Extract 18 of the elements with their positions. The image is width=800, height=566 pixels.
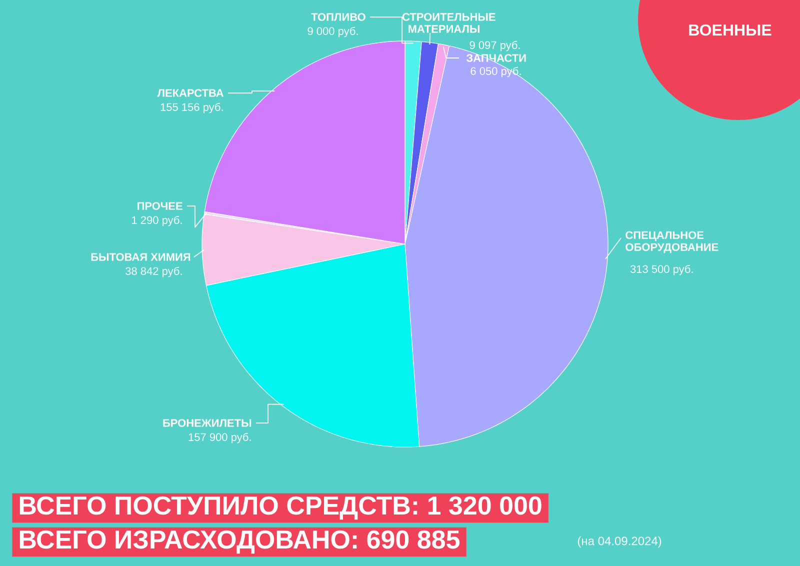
data-label: 157 900 руб. [188,432,251,444]
slice-label: ПРОЧЕЕ [137,202,182,210]
slice-label: ЛЕКАРСТВА [157,89,224,97]
slice-label: СПЕЦАЛЬНОЕ ОБОРУДОВАНИЕ [626,231,718,254]
data-label: 9 097 руб. [470,40,520,52]
slice-label: СТРОИТЕЛЬНЫЕ МАТЕРИАЛЫ [402,13,496,33]
data-label: 155 156 руб. [160,102,223,114]
data-label: 313 500 руб. [630,264,693,276]
data-label: 1 290 руб. [132,216,182,226]
data-label: 9 000 руб. [308,26,358,38]
text: ВСЕГО ИЗРАСХОДОВАНО: 690 885 [20,530,460,554]
slice-label: БРОНЕЖИЛЕТЫ [163,419,252,427]
data-label: 38 842 руб. [126,266,182,278]
text: ВСЕГО ПОСТУПИЛО СРЕДСТВ: 1 320 000 [20,496,542,520]
slice-label: ТОПЛИВО [311,13,366,21]
text: (на 04.09.2024) [578,536,662,548]
slice-label: БЫТОВАЯ ХИМИЯ [91,253,190,261]
text: ВОЕННЫЕ [689,24,772,36]
